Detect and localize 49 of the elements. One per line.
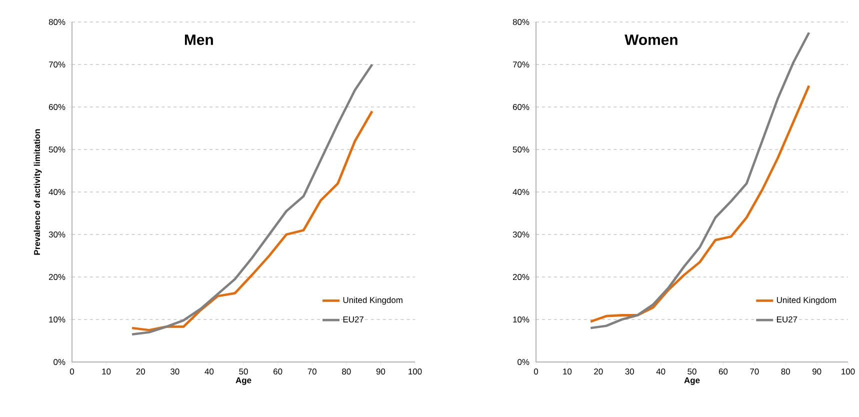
y-tick-label: 40% [48,189,66,195]
x-tick-label: 20 [594,368,603,374]
x-tick-label: 10 [563,368,572,374]
y-tick-label: 20% [512,274,530,280]
y-tick-label: 0% [54,359,66,365]
x-tick-label: 70 [308,368,316,374]
y-tick-label: 80% [48,19,66,25]
y-tick-label: 10% [49,316,66,322]
x-tick-label: 0 [70,368,74,374]
y-axis-title: Prevalence of activity limitation [34,129,42,255]
x-axis-title: Age [684,377,700,385]
x-tick-label: 50 [688,368,696,374]
y-tick-label: 0% [518,359,530,365]
x-tick-label: 30 [170,368,180,374]
x-tick-label: 80 [781,368,790,374]
text: Men [184,34,213,46]
y-tick-label: 50% [48,146,66,152]
x-tick-label: 100 [408,368,422,374]
legend-label: EU27 [343,316,364,322]
x-tick-label: 100 [842,368,855,374]
y-tick-label: 70% [48,62,66,68]
y-tick-label: 60% [512,104,530,110]
x-tick-label: 40 [656,368,666,374]
x-tick-label: 70 [750,368,759,374]
legend-label: EU27 [777,316,798,322]
x-tick-label: 60 [274,368,282,374]
y-tick-label: 30% [512,232,530,238]
y-tick-label: 20% [48,274,66,280]
x-tick-label: 60 [718,368,728,374]
x-tick-label: 0 [534,368,538,374]
x-tick-label: 50 [239,368,248,374]
y-tick-label: 30% [48,232,66,238]
x-axis-title: Age [236,377,252,385]
y-tick-label: 50% [512,146,530,152]
y-tick-label: 40% [512,189,530,195]
x-tick-label: 10 [102,368,111,374]
y-tick-label: 10% [513,316,530,322]
legend-label: United Kingdom [343,296,402,305]
y-tick-label: 70% [512,62,530,68]
legend-label: United Kingdom [776,296,836,305]
text: Women [624,34,678,46]
y-tick-label: 60% [48,104,66,110]
x-tick-label: 30 [625,368,634,374]
x-tick-label: 90 [376,368,386,374]
y-tick-label: 80% [512,19,530,25]
x-tick-label: 20 [136,368,145,374]
x-tick-label: 80 [342,368,351,374]
x-tick-label: 90 [812,368,822,374]
x-tick-label: 40 [204,368,214,374]
